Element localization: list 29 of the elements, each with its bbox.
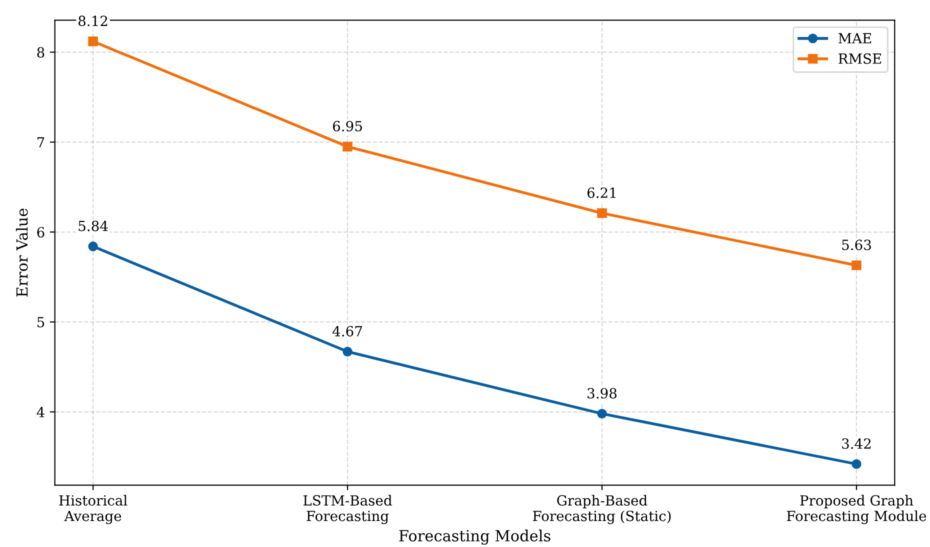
x-tick-label: Graph-Based Forecasting (Static)	[532, 494, 671, 524]
y-tick-label: 5	[37, 317, 44, 328]
data-label: 3.42	[842, 438, 871, 449]
y-tick-label: 7	[37, 137, 44, 148]
point	[88, 242, 98, 252]
y-tick-label: 4	[36, 406, 44, 418]
data-label: 3.98	[588, 388, 617, 398]
point	[342, 142, 352, 152]
point	[88, 36, 98, 46]
x-tick-label: Historical Average	[59, 494, 128, 524]
legend-label: RMSE	[838, 53, 882, 64]
data-label: 4.67	[332, 326, 362, 336]
data-label: 8.12	[78, 16, 108, 26]
data-label: 5.63	[842, 240, 871, 250]
point	[852, 459, 862, 469]
data-label: 5.84	[78, 220, 108, 232]
data-label: 6.21	[587, 187, 616, 198]
y-tick-label: 8	[37, 47, 44, 58]
x-axis-title: Forecasting Models	[399, 530, 550, 545]
point	[597, 408, 607, 419]
y-axis-title: Error Value	[16, 208, 28, 297]
legend-label: MAE	[838, 33, 872, 44]
x-tick-label: Proposed Graph Forecasting Module	[786, 494, 926, 524]
y-tick-label: 6	[37, 227, 44, 238]
point	[852, 260, 862, 270]
x-tick-label: LSTM-Based Forecasting	[303, 494, 392, 524]
point	[597, 208, 607, 218]
data-label: 6.95	[332, 120, 362, 132]
point	[342, 346, 352, 356]
